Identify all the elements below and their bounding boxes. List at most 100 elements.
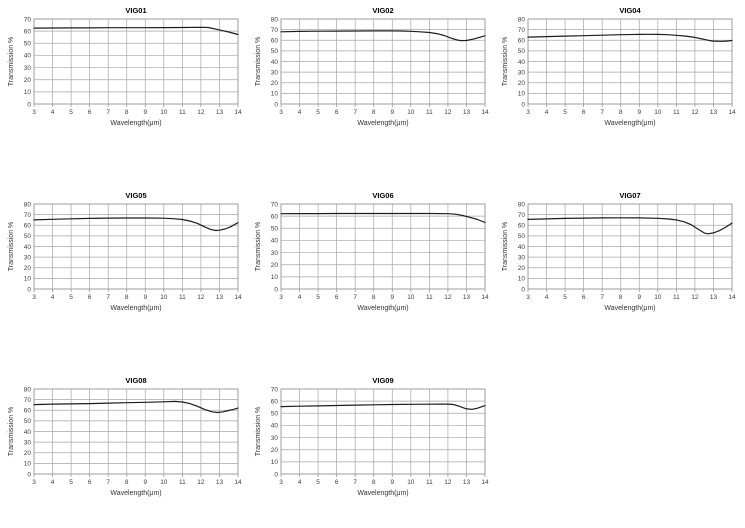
x-tick-label: 12: [444, 479, 452, 486]
x-axis-label: Wavelength(μm): [357, 305, 408, 312]
y-tick-label: 70: [24, 397, 32, 404]
x-tick-label: 4: [298, 294, 302, 301]
x-tick-label: 5: [316, 109, 320, 116]
x-tick-label: 3: [526, 109, 530, 116]
x-tick-label: 14: [481, 109, 489, 116]
x-tick-label: 11: [179, 109, 186, 116]
chart-vig02: 3 4 5 6 7 8 9 10 11 12 13 14 0 10 20 30 40 50 60 70 80 VIG02 W…: [253, 4, 491, 136]
x-tick-label: 14: [234, 294, 242, 301]
x-tick-label: 12: [444, 294, 452, 301]
x-tick-label: 3: [279, 294, 283, 301]
y-tick-label: 50: [518, 233, 526, 240]
x-tick-label: 13: [216, 294, 224, 301]
plot-border: [527, 203, 733, 290]
y-tick-label: 20: [518, 265, 526, 272]
y-tick-label: 70: [271, 386, 279, 393]
x-tick-label: 14: [481, 479, 489, 486]
y-tick-label: 70: [271, 201, 279, 208]
x-axis-label: Wavelength(μm): [110, 120, 161, 127]
x-tick-label: 13: [463, 294, 471, 301]
x-axis-label: Wavelength(μm): [604, 120, 655, 127]
y-tick-label: 20: [24, 450, 32, 457]
x-tick-label: 9: [390, 109, 394, 116]
x-tick-label: 5: [69, 294, 73, 301]
series-transmission: [280, 403, 486, 410]
y-tick-label: 20: [271, 80, 279, 87]
x-tick-label: 4: [51, 109, 55, 116]
x-tick-label: 10: [160, 294, 168, 301]
y-tick-label: 30: [271, 435, 279, 442]
y-tick-label: 80: [24, 386, 32, 393]
y-tick-label: 20: [24, 77, 32, 84]
y-tick-label: 0: [274, 471, 278, 478]
x-tick-label: 8: [619, 109, 623, 116]
y-tick-label: 20: [271, 447, 279, 454]
y-tick-label: 60: [271, 38, 279, 45]
y-tick-label: 50: [24, 41, 32, 48]
x-tick-label: 14: [728, 109, 736, 116]
x-tick-label: 4: [298, 479, 302, 486]
x-tick-label: 11: [426, 294, 433, 301]
x-tick-label: 12: [197, 109, 205, 116]
x-tick-label: 13: [463, 109, 471, 116]
chart-canvas: 3 4 5 6 7 8 9 10 11 12 13 14 0 10 20 30 40 50 60 70 80 VIG04 W…: [502, 6, 736, 127]
y-tick-label: 60: [518, 223, 526, 230]
x-tick-label: 9: [637, 109, 641, 116]
chart-title: VIG08: [125, 376, 146, 385]
x-tick-label: 12: [691, 109, 699, 116]
series-transmission: [33, 26, 239, 36]
y-tick-label: 30: [518, 69, 526, 76]
x-tick-label: 9: [637, 294, 641, 301]
y-tick-label: 0: [521, 101, 525, 108]
chart-title: VIG02: [372, 6, 393, 15]
y-tick-label: 80: [271, 16, 279, 23]
chart-vig08: 3 4 5 6 7 8 9 10 11 12 13 14 0 10 20 30 40 50 60 70 80 VIG08 W…: [6, 374, 244, 506]
charts-grid: 3 4 5 6 7 8 9 10 11 12 13 14 0 10 20 30 40 50 60 70 VIG01 Wav…: [6, 4, 736, 506]
x-tick-label: 6: [335, 109, 339, 116]
y-tick-label: 70: [271, 27, 279, 34]
x-tick-label: 10: [407, 109, 415, 116]
x-tick-label: 12: [197, 479, 205, 486]
x-tick-label: 5: [563, 109, 567, 116]
x-tick-label: 14: [234, 109, 242, 116]
x-tick-label: 10: [160, 479, 168, 486]
x-tick-label: 11: [179, 294, 186, 301]
y-tick-label: 50: [24, 418, 32, 425]
x-tick-label: 13: [216, 479, 224, 486]
y-tick-label: 80: [24, 201, 32, 208]
x-axis-label: Wavelength(μm): [604, 305, 655, 312]
x-tick-label: 9: [143, 479, 147, 486]
x-tick-label: 11: [426, 479, 433, 486]
x-tick-label: 13: [463, 479, 471, 486]
x-tick-label: 5: [316, 479, 320, 486]
x-tick-label: 4: [51, 294, 55, 301]
y-tick-label: 40: [518, 244, 526, 251]
y-tick-label: 10: [24, 461, 32, 468]
chart-vig05: 3 4 5 6 7 8 9 10 11 12 13 14 0 10 20 30 40 50 60 70 80 VIG05 W…: [6, 189, 244, 321]
chart-canvas: 3 4 5 6 7 8 9 10 11 12 13 14 0 10 20 30 40 50 60 70 80 VIG07 W…: [502, 191, 736, 312]
x-tick-label: 4: [545, 294, 549, 301]
y-tick-label: 10: [271, 274, 279, 281]
x-tick-label: 14: [728, 294, 736, 301]
y-tick-label: 0: [274, 101, 278, 108]
y-tick-label: 0: [27, 471, 31, 478]
y-tick-label: 30: [518, 254, 526, 261]
y-tick-label: 40: [24, 244, 32, 251]
x-tick-label: 7: [353, 479, 357, 486]
x-tick-label: 5: [69, 109, 73, 116]
series-transmission: [280, 30, 486, 42]
x-tick-label: 9: [390, 479, 394, 486]
series-transmission: [280, 212, 486, 224]
chart-canvas: 3 4 5 6 7 8 9 10 11 12 13 14 0 10 20 30 40 50 60 70 VIG01 Wav…: [8, 6, 242, 127]
y-tick-label: 70: [518, 27, 526, 34]
x-tick-label: 5: [69, 479, 73, 486]
y-tick-label: 40: [271, 59, 279, 66]
x-axis-label: Wavelength(μm): [357, 120, 408, 127]
y-tick-label: 50: [271, 411, 279, 418]
y-tick-label: 0: [521, 286, 525, 293]
x-axis-label: Wavelength(μm): [110, 305, 161, 312]
y-tick-label: 30: [271, 250, 279, 257]
x-tick-label: 3: [526, 294, 530, 301]
plot-border: [280, 388, 486, 475]
x-tick-label: 8: [125, 109, 129, 116]
